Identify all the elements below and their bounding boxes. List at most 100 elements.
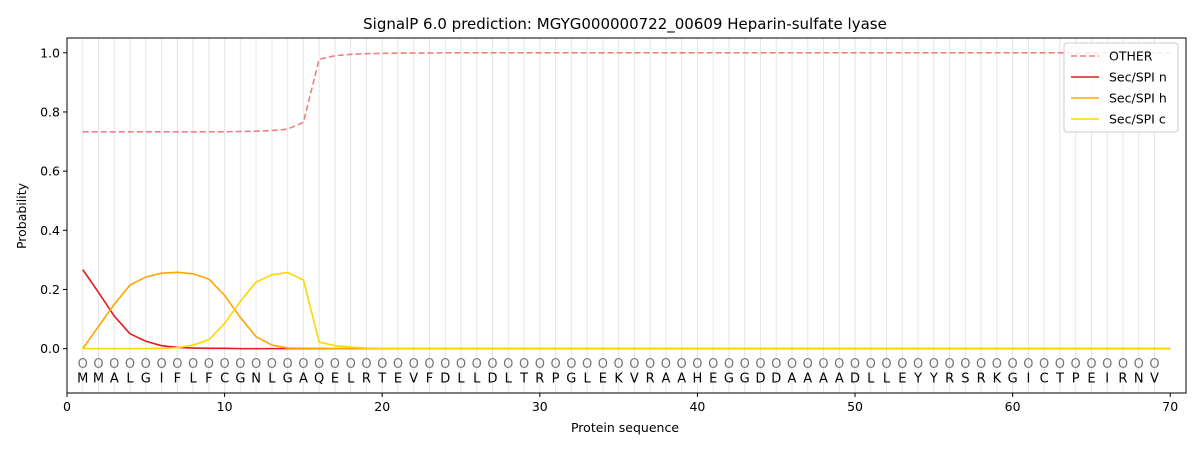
legend: OTHER Sec/SPI n Sec/SPI h Sec/SPI c bbox=[1063, 42, 1179, 133]
residue-label: E bbox=[898, 372, 906, 387]
residue-label: I bbox=[1105, 372, 1109, 387]
position-marker: O bbox=[172, 357, 182, 372]
residue-label: R bbox=[362, 372, 371, 387]
position-marker: O bbox=[393, 357, 403, 372]
position-marker: O bbox=[614, 357, 624, 372]
residue-label: M bbox=[77, 372, 88, 387]
position-gridlines bbox=[82, 38, 1155, 393]
residue-label: T bbox=[377, 372, 386, 387]
position-marker: O bbox=[881, 357, 891, 372]
position-marker: O bbox=[235, 357, 245, 372]
legend-entry: Sec/SPI c bbox=[1109, 112, 1166, 127]
residue-label: R bbox=[1118, 372, 1127, 387]
position-marker: O bbox=[550, 357, 560, 372]
residue-label: G bbox=[740, 372, 750, 387]
residue-label: K bbox=[614, 372, 623, 387]
residue-label: G bbox=[566, 372, 576, 387]
position-marker: O bbox=[677, 357, 687, 372]
position-marker: O bbox=[913, 357, 923, 372]
position-marker: O bbox=[472, 357, 482, 372]
y-axis-ticks: 0.0 0.2 0.4 0.6 0.8 1.0 bbox=[40, 45, 67, 356]
y-tick-label: 0.0 bbox=[40, 341, 60, 356]
residue-label: G bbox=[235, 372, 245, 387]
residue-label: A bbox=[110, 372, 119, 387]
position-marker: O bbox=[156, 357, 166, 372]
residue-label: V bbox=[409, 372, 418, 387]
residue-label: I bbox=[1026, 372, 1030, 387]
residue-label: A bbox=[677, 372, 686, 387]
y-tick-label: 0.8 bbox=[40, 104, 60, 119]
residue-label: P bbox=[1072, 372, 1080, 387]
series-line-2 bbox=[82, 271, 1171, 350]
position-marker: O bbox=[346, 357, 356, 372]
position-marker: O bbox=[645, 357, 655, 372]
residue-label: C bbox=[1040, 372, 1049, 387]
position-marker: O bbox=[661, 357, 671, 372]
residue-label: K bbox=[993, 372, 1002, 387]
residue-label: L bbox=[347, 372, 355, 387]
position-marker: O bbox=[298, 357, 308, 372]
residue-label: A bbox=[661, 372, 670, 387]
series-line-1 bbox=[82, 269, 1171, 350]
residue-label: S bbox=[961, 372, 969, 387]
x-tick-label: 10 bbox=[217, 399, 233, 414]
x-axis-ticks: 0 10 20 30 40 50 60 70 bbox=[63, 393, 1178, 414]
residue-label: A bbox=[835, 372, 844, 387]
x-tick-label: 0 bbox=[63, 399, 71, 414]
residue-label: H bbox=[693, 372, 703, 387]
position-marker: O bbox=[503, 357, 513, 372]
position-marker: O bbox=[93, 357, 103, 372]
position-marker: O bbox=[1008, 357, 1018, 372]
position-marker: O bbox=[424, 357, 434, 372]
residue-label: R bbox=[646, 372, 655, 387]
residue-label: L bbox=[268, 372, 276, 387]
y-tick-label: 0.2 bbox=[40, 282, 60, 297]
position-marker: O bbox=[440, 357, 450, 372]
position-marker: O bbox=[582, 357, 592, 372]
position-marker: O bbox=[740, 357, 750, 372]
position-marker: O bbox=[787, 357, 797, 372]
residue-label: G bbox=[141, 372, 151, 387]
residue-label: A bbox=[788, 372, 797, 387]
position-marker: O bbox=[598, 357, 608, 372]
residue-label: R bbox=[535, 372, 544, 387]
position-marker: O bbox=[708, 357, 718, 372]
position-marker: O bbox=[109, 357, 119, 372]
x-tick-label: 40 bbox=[689, 399, 705, 414]
residue-label: G bbox=[1008, 372, 1018, 387]
x-tick-label: 70 bbox=[1162, 399, 1178, 414]
position-marker: O bbox=[125, 357, 135, 372]
residue-label: F bbox=[205, 372, 212, 387]
position-marker: O bbox=[629, 357, 639, 372]
position-marker: O bbox=[251, 357, 261, 372]
position-marker: O bbox=[1086, 357, 1096, 372]
residue-label: L bbox=[189, 372, 197, 387]
residue-label: L bbox=[126, 372, 134, 387]
residue-label: D bbox=[850, 372, 860, 387]
residue-label: N bbox=[251, 372, 261, 387]
residue-label: Y bbox=[913, 372, 922, 387]
residue-label: C bbox=[220, 372, 229, 387]
position-marker: O bbox=[188, 357, 198, 372]
position-marker: O bbox=[1023, 357, 1033, 372]
position-marker: O bbox=[724, 357, 734, 372]
position-marker: O bbox=[929, 357, 939, 372]
residue-label: L bbox=[473, 372, 481, 387]
position-marker: O bbox=[487, 357, 497, 372]
position-marker: O bbox=[866, 357, 876, 372]
position-marker: O bbox=[283, 357, 293, 372]
residue-label: E bbox=[331, 372, 339, 387]
series-lines bbox=[82, 51, 1171, 350]
x-tick-label: 60 bbox=[1005, 399, 1021, 414]
position-marker: O bbox=[204, 357, 214, 372]
plot-frame bbox=[66, 37, 1187, 394]
residue-label: D bbox=[488, 372, 498, 387]
position-marker: O bbox=[692, 357, 702, 372]
residue-label: A bbox=[299, 372, 308, 387]
position-marker: O bbox=[519, 357, 529, 372]
position-marker: O bbox=[219, 357, 229, 372]
residue-label: V bbox=[1150, 372, 1159, 387]
residue-label: A bbox=[819, 372, 828, 387]
x-tick-label: 50 bbox=[847, 399, 863, 414]
